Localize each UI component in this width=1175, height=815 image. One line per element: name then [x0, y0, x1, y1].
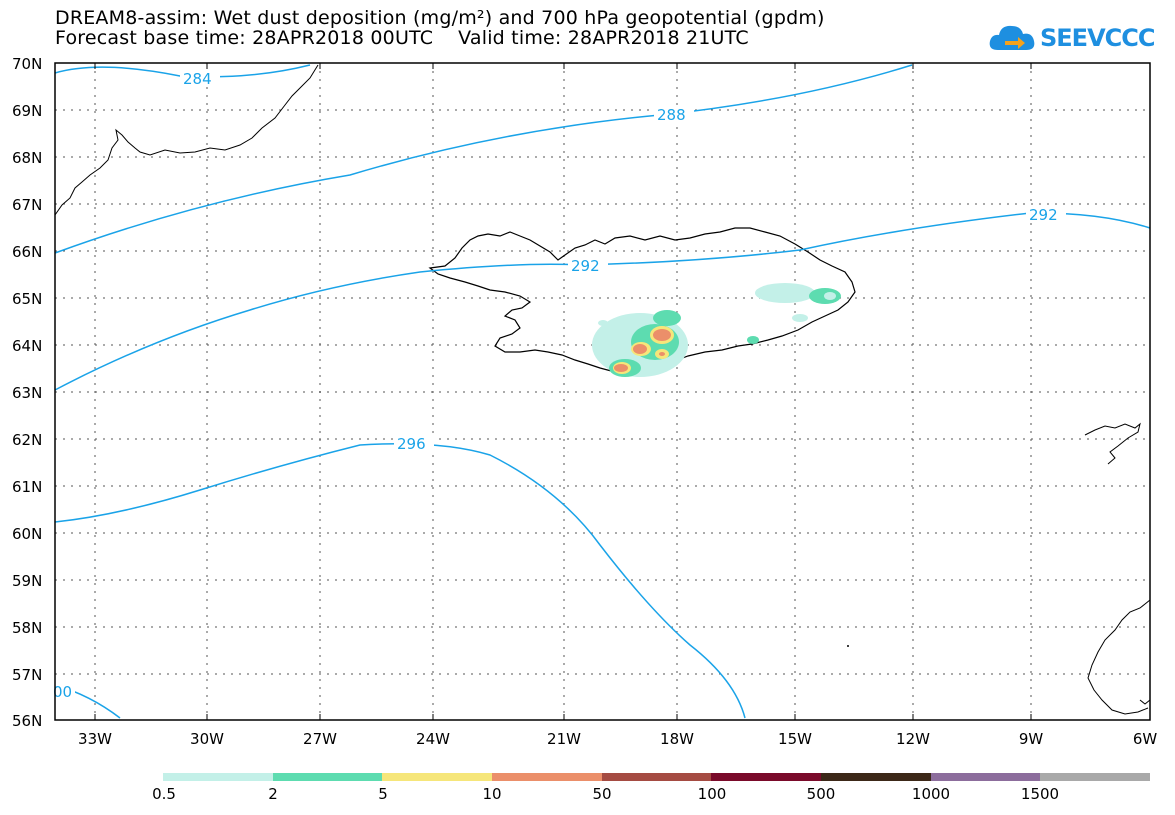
lat-label: 58N: [12, 619, 43, 637]
graticule: [55, 63, 1150, 720]
legend-label: 10: [482, 785, 502, 803]
legend-swatch-1: [272, 773, 383, 781]
lat-label: 56N: [12, 712, 43, 730]
map-frame: [54, 62, 1151, 721]
legend-swatch-6: [821, 773, 931, 781]
contour-296: [54, 443, 746, 719]
legend-label: 1500: [1020, 785, 1060, 803]
lat-label: 59N: [12, 572, 43, 590]
legend-swatch-8: [1040, 773, 1151, 781]
geopotential-contours: [54, 64, 1151, 719]
contour-label-300: 00: [53, 683, 72, 701]
contour-label-296: 296: [397, 435, 426, 453]
lat-label: 65N: [12, 290, 43, 308]
legend-label: 5: [378, 785, 388, 803]
greenland-coastline: [54, 64, 319, 216]
lat-label: 63N: [12, 384, 43, 402]
title-line-1: DREAM8-assim: Wet dust deposition (mg/m²…: [55, 7, 825, 29]
legend-swatch-7: [930, 773, 1041, 781]
legend-label: 0.5: [152, 785, 176, 803]
lat-label: 60N: [12, 525, 43, 543]
color-legend-bar: [163, 773, 1151, 781]
legend-swatch-4: [601, 773, 712, 781]
contour-label-288: 288: [657, 106, 686, 124]
lon-label: 21W: [547, 730, 581, 748]
lon-label: 30W: [190, 730, 224, 748]
frame-ticks: [94, 63, 1032, 720]
legend-label: 500: [806, 785, 836, 803]
lon-label: 27W: [303, 730, 337, 748]
contour-label-292-a: 292: [571, 257, 600, 275]
seevccc-logo: SEEVCCC: [988, 16, 1155, 58]
dust-deposition-field: [592, 283, 841, 377]
legend-label: 2: [268, 785, 278, 803]
lon-label: 33W: [78, 730, 112, 748]
scotland-coastline: [1087, 599, 1151, 715]
iceland-coastline: [428, 227, 856, 375]
east-coastline-fragment: [1084, 422, 1141, 465]
lat-label: 66N: [12, 243, 43, 261]
contour-label-284: 284: [183, 70, 212, 88]
lon-label: 24W: [416, 730, 450, 748]
legend-label: 50: [592, 785, 612, 803]
lon-label: 15W: [778, 730, 812, 748]
legend-swatch-0: [163, 773, 273, 781]
logo-text: SEEVCCC: [1040, 24, 1155, 52]
lat-label: 69N: [12, 102, 43, 120]
lat-label: 67N: [12, 196, 43, 214]
lat-label: 62N: [12, 431, 43, 449]
island-fragment: [1139, 699, 1151, 705]
contour-labels: 284 288 292 292 296 00: [53, 70, 1066, 701]
contour-label-292-b: 292: [1029, 206, 1058, 224]
lon-label: 12W: [896, 730, 930, 748]
contour-288: [54, 64, 913, 254]
lon-label: 18W: [660, 730, 694, 748]
lon-label: 6W: [1132, 730, 1158, 748]
lat-label: 64N: [12, 337, 43, 355]
legend-swatch-2: [382, 773, 493, 781]
island-dot: [847, 645, 849, 647]
legend-swatch-5: [711, 773, 822, 781]
lat-label: 70N: [12, 55, 43, 73]
lat-label: 68N: [12, 149, 43, 167]
legend-label: 100: [697, 785, 727, 803]
lat-label: 57N: [12, 666, 43, 684]
lat-label: 61N: [12, 478, 43, 496]
title-line-2: Forecast base time: 28APR2018 00UTC Vali…: [55, 27, 749, 49]
legend-swatch-3: [492, 773, 602, 781]
lon-label: 9W: [1018, 730, 1044, 748]
cloud-arrow-icon: [989, 25, 1035, 50]
legend-label: 1000: [911, 785, 951, 803]
